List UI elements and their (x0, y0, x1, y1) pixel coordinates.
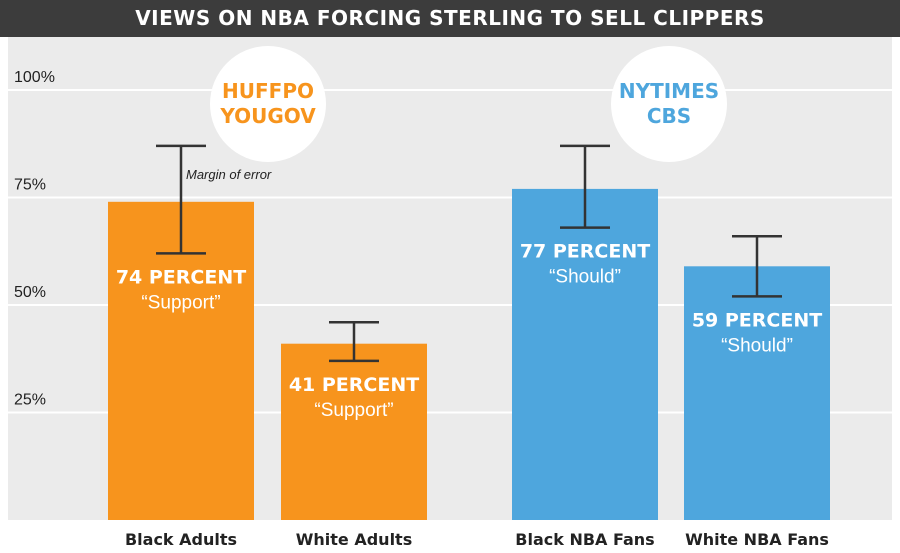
source-badge-2-line-2: CBS (647, 104, 691, 128)
data-label-3: 77 PERCENT (520, 241, 650, 263)
margin-of-error-annotation: Margin of error (186, 167, 272, 182)
bar-3 (512, 188, 658, 520)
bar-4 (684, 266, 830, 520)
y-tick-label-25: 25% (14, 392, 46, 409)
data-label-4: 59 PERCENT (692, 309, 822, 331)
data-sublabel-4: “Should” (721, 335, 793, 356)
data-sublabel-3: “Should” (549, 267, 621, 288)
x-tick-label-3: Black NBA Fans (515, 530, 654, 549)
source-badge-1-line-2: YOUGOV (219, 104, 316, 128)
x-tick-label-1: Black Adults (125, 530, 237, 549)
x-tick-label-2: White Adults (296, 530, 412, 549)
data-sublabel-1: “Support” (141, 292, 220, 313)
source-badge-2-line-1: NYTIMES (619, 79, 719, 103)
bar-2 (281, 343, 427, 520)
source-badge-1-line-1: HUFFPO (222, 79, 314, 103)
x-tick-label-4: White NBA Fans (685, 530, 829, 549)
bar-1 (108, 201, 254, 521)
y-tick-label-100: 100% (14, 69, 55, 86)
source-badge-1 (210, 46, 326, 162)
chart-title: VIEWS ON NBA FORCING STERLING TO SELL CL… (0, 0, 900, 37)
y-tick-label-50: 50% (14, 284, 46, 301)
y-tick-label-75: 75% (14, 177, 46, 194)
data-sublabel-2: “Support” (314, 400, 393, 421)
source-badge-2 (611, 46, 727, 162)
data-label-1: 74 PERCENT (116, 266, 246, 288)
data-label-2: 41 PERCENT (289, 374, 419, 396)
